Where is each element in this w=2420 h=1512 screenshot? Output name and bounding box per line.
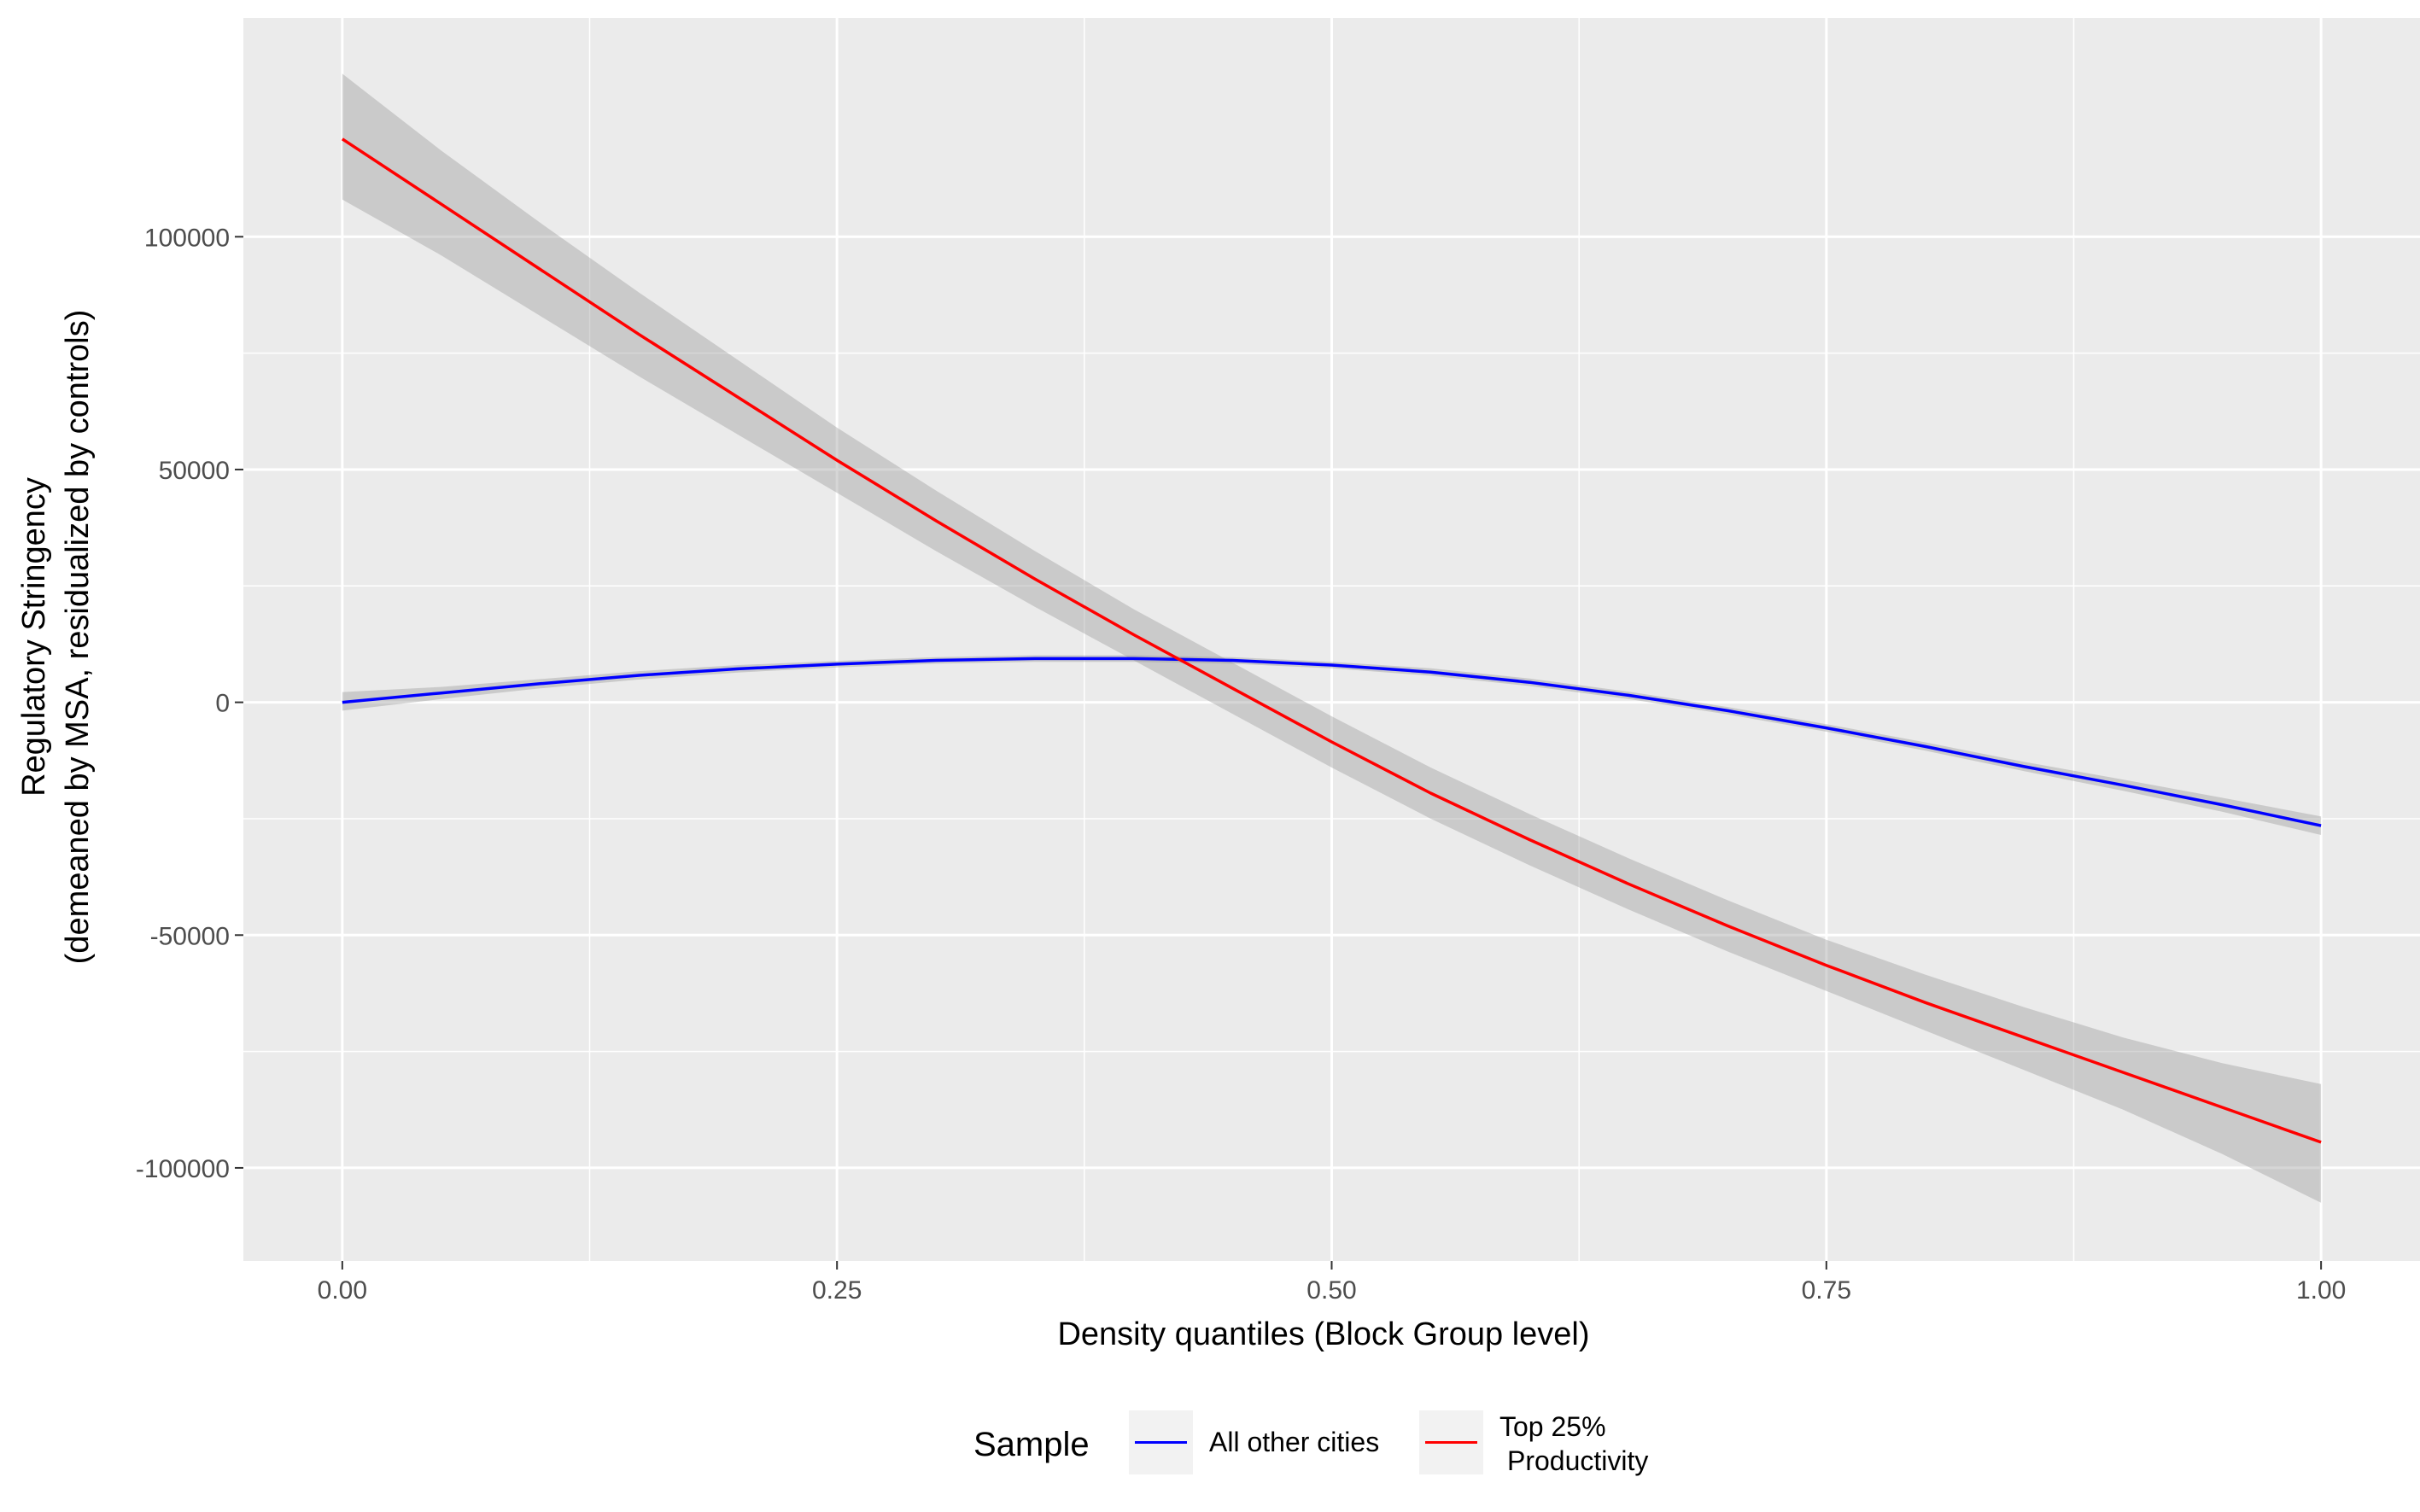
x-axis-title: Density quantiles (Block Group level) (1057, 1316, 1589, 1352)
y-tick-label: 50000 (159, 457, 230, 485)
y-axis: -100000 -50000 0 50000 100000 (136, 224, 243, 1183)
y-axis-title: Regulatory Stringency (demeaned by MSA, … (16, 310, 96, 965)
series-line-1 (342, 657, 2322, 827)
legend-label-all-other-cities: All other cities (1209, 1427, 1379, 1457)
x-tick-label: 1.00 (2296, 1276, 2346, 1305)
grid-major (243, 18, 2420, 1261)
y-tick-label: -50000 (150, 922, 230, 950)
legend-label-top-25-line-2: Productivity (1507, 1445, 1648, 1476)
series-line-2 (341, 137, 2322, 1144)
x-tick-label: 0.00 (318, 1276, 367, 1305)
y-axis-title-line-2: (demeaned by MSA, residualized by contro… (60, 310, 96, 965)
y-axis-title-line-1: Regulatory Stringency (16, 477, 52, 797)
legend-label-top-25-line-1: Top 25% (1499, 1411, 1606, 1442)
legend-title: Sample (973, 1426, 1090, 1463)
confidence-band-series-2 (342, 73, 2322, 1203)
x-tick-label: 0.50 (1306, 1276, 1356, 1305)
y-tick-label: -100000 (136, 1155, 230, 1183)
series-lines (341, 137, 2322, 1144)
x-tick-label: 0.75 (1802, 1276, 1851, 1305)
y-tick-label: 0 (215, 690, 230, 718)
x-axis: 0.00 0.25 0.50 0.75 1.00 (318, 1261, 2346, 1305)
y-tick-label: 100000 (144, 224, 230, 252)
x-tick-label: 0.25 (812, 1276, 862, 1305)
legend: Sample All other cities Top 25% Producti… (973, 1410, 1648, 1476)
